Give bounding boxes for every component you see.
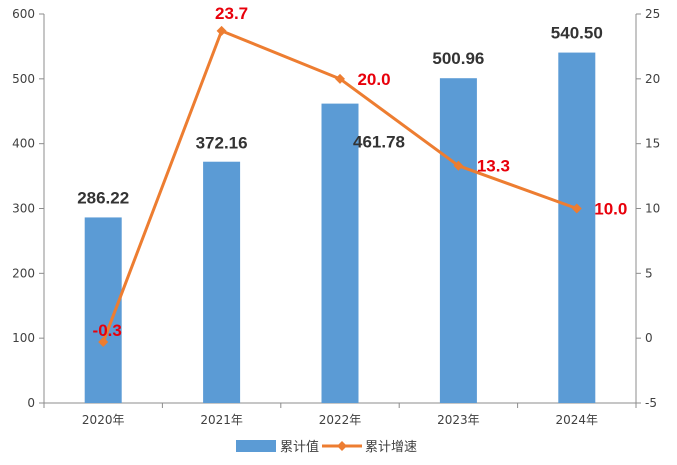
bar-value-label: 372.16 [196, 134, 248, 153]
bar [439, 78, 477, 403]
bar-series [84, 52, 596, 403]
right-tick-label: -5 [645, 396, 657, 410]
line-value-label: 23.7 [215, 4, 248, 23]
right-tick-label: 15 [645, 137, 660, 151]
left-tick-label: 400 [12, 137, 35, 151]
axes: 0 100 200 300 400 500 600 -5 0 5 10 15 20 25 2020年 2021… [12, 7, 660, 427]
bar-value-label: 500.96 [432, 49, 484, 68]
legend-label-bar: 累计值 [280, 439, 319, 455]
line-value-label: 13.3 [477, 157, 510, 176]
line-value-label: 10.0 [594, 200, 627, 219]
left-tick-label: 500 [12, 72, 35, 86]
data-labels: 286.22 372.16 461.78 500.96 540.50 -0.3 23.7 20… [77, 4, 627, 340]
line-point [571, 203, 582, 214]
line-point [453, 160, 464, 171]
bar-value-label: 540.50 [551, 24, 603, 43]
bar [321, 103, 359, 403]
right-tick-label: 0 [645, 331, 653, 345]
legend-label-line: 累计增速 [365, 440, 417, 455]
left-tick-label: 0 [27, 396, 35, 410]
legend: 累计值 累计增速 [236, 439, 417, 455]
bar [203, 161, 241, 403]
right-tick-label: 20 [645, 72, 660, 86]
left-tick-label: 600 [12, 7, 35, 21]
x-tick-label: 2023年 [437, 413, 480, 427]
line-point [98, 337, 109, 348]
right-tick-label: 5 [645, 266, 653, 280]
x-tick-label: 2022年 [319, 413, 362, 427]
line-value-label: -0.3 [93, 321, 122, 340]
x-tick-label: 2024年 [556, 413, 599, 427]
right-tick-label: 10 [645, 202, 660, 216]
line-point [216, 25, 227, 36]
legend-swatch-bar [236, 440, 276, 452]
left-tick-label: 200 [12, 266, 35, 280]
legend-swatch-marker [337, 441, 347, 451]
left-tick-label: 300 [12, 202, 35, 216]
right-tick-label: 25 [645, 7, 660, 21]
bar-value-label: 461.78 [353, 133, 405, 152]
line-series [98, 25, 582, 348]
bar [558, 52, 596, 403]
line-value-label: 20.0 [357, 70, 390, 89]
x-tick-label: 2020年 [82, 413, 125, 427]
x-tick-label: 2021年 [200, 413, 243, 427]
left-tick-label: 100 [12, 331, 35, 345]
line-point [335, 73, 345, 84]
bar-value-label: 286.22 [77, 188, 129, 207]
